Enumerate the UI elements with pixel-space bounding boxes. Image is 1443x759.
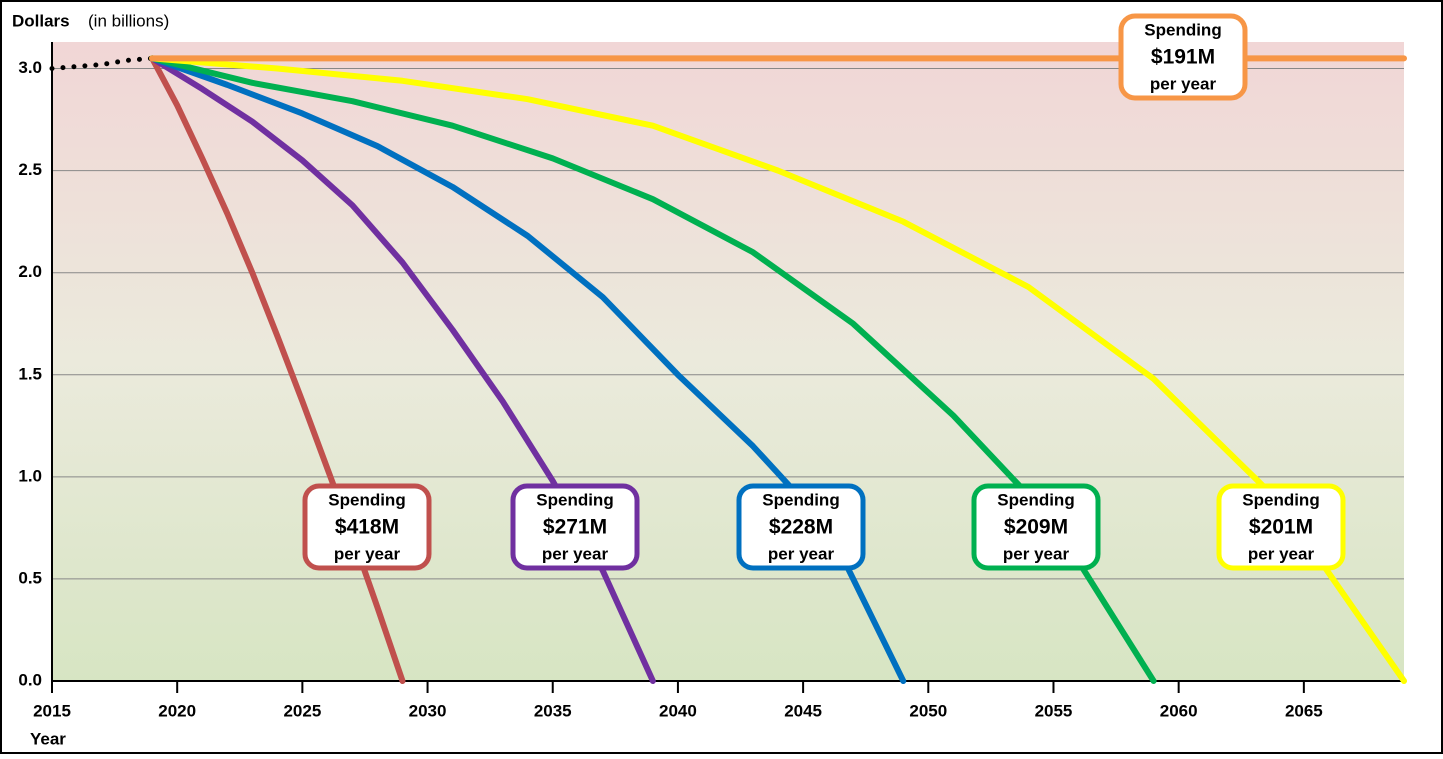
- x-tick-label: 2055: [1035, 701, 1073, 720]
- annotation-text: per year: [334, 544, 401, 563]
- x-tick-label: 2060: [1160, 701, 1198, 720]
- y-tick-label: 3.0: [18, 58, 42, 77]
- annotation-text: $191M: [1151, 46, 1215, 69]
- annotation-text: per year: [768, 544, 835, 563]
- annotation-text: per year: [1150, 74, 1217, 93]
- annotation-text: Spending: [1242, 490, 1319, 509]
- series-line: [149, 55, 1157, 684]
- y-axis-label: Dollars: [12, 11, 70, 30]
- x-tick-label: 2025: [283, 701, 321, 720]
- x-axis-label: Year: [30, 729, 66, 748]
- annotation-text: per year: [542, 544, 609, 563]
- annotation-text: per year: [1248, 544, 1315, 563]
- y-tick-label: 1.0: [18, 466, 42, 485]
- x-tick-label: 2020: [158, 701, 196, 720]
- annotation-text: $201M: [1249, 516, 1313, 539]
- y-tick-label: 2.0: [18, 262, 42, 281]
- annotation-text: $271M: [543, 516, 607, 539]
- annotation-box: [1216, 483, 1346, 571]
- annotation-text: Spending: [1144, 20, 1221, 39]
- annotation-box: [971, 483, 1101, 571]
- annotation-text: Spending: [997, 490, 1074, 509]
- annotation-text: $209M: [1004, 516, 1068, 539]
- annotation-text: Spending: [328, 490, 405, 509]
- annotation-text: per year: [1003, 544, 1070, 563]
- y-tick-label: 0.0: [18, 670, 42, 689]
- plot-area: [52, 42, 1404, 681]
- series-line: [149, 55, 907, 684]
- series-line: [149, 55, 1407, 684]
- x-tick-label: 2065: [1285, 701, 1323, 720]
- x-tick-label: 2015: [33, 701, 71, 720]
- annotation-text: Spending: [536, 490, 613, 509]
- annotation-text: $228M: [769, 516, 833, 539]
- annotation-text: $418M: [335, 516, 399, 539]
- annotation-box: [510, 483, 640, 571]
- x-tick-label: 2040: [659, 701, 697, 720]
- annotation-box: [302, 483, 432, 571]
- y-tick-label: 0.5: [18, 568, 42, 587]
- annotation-box: [1118, 13, 1248, 101]
- annotation-text: Spending: [762, 490, 839, 509]
- x-tick-label: 2030: [409, 701, 447, 720]
- x-tick-label: 2050: [909, 701, 947, 720]
- annotation-box: [736, 483, 866, 571]
- y-tick-label: 2.5: [18, 160, 42, 179]
- y-tick-label: 1.5: [18, 364, 42, 383]
- x-tick-label: 2035: [534, 701, 572, 720]
- y-axis-unit: (in billions): [88, 11, 169, 30]
- x-tick-label: 2045: [784, 701, 822, 720]
